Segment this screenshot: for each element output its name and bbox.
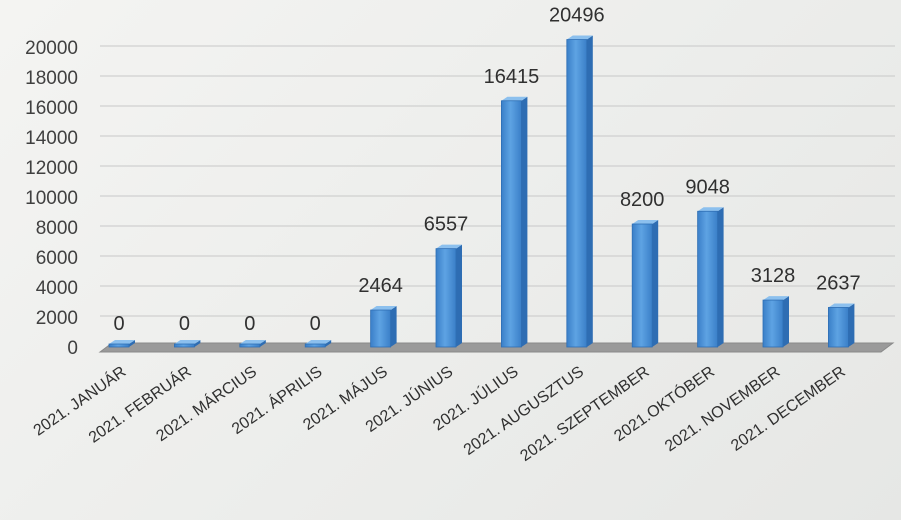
- bar-front: [697, 210, 718, 348]
- bar-side: [521, 96, 528, 348]
- x-category-label: 2021. NOVEMBER: [662, 363, 783, 455]
- bar: [435, 244, 462, 348]
- bar-front: [631, 223, 653, 348]
- bar-side: [129, 340, 135, 347]
- bar-top: [566, 35, 593, 40]
- bar-front: [239, 343, 261, 348]
- bar: [631, 220, 659, 348]
- y-tick-label: 14000: [25, 128, 78, 149]
- floor-plane: [98, 342, 895, 353]
- bar-front: [173, 343, 195, 348]
- bar-top: [501, 96, 528, 101]
- data-labels: 0 0 0 0 2464 6557 16415 20496 8200 9048 3128 2637: [113, 5, 860, 335]
- bar-front: [828, 307, 849, 348]
- bar-side: [848, 303, 855, 347]
- bar-top: [109, 340, 135, 344]
- bar: [697, 207, 724, 348]
- y-tick-label: 20000: [25, 38, 78, 59]
- y-tick-label: 18000: [25, 68, 78, 89]
- y-tick-label: 16000: [25, 98, 78, 119]
- data-label: 2464: [358, 275, 403, 297]
- bar-top: [763, 296, 789, 301]
- y-tick-label: 12000: [25, 158, 78, 179]
- bar: [370, 306, 397, 348]
- bar-front: [370, 309, 392, 348]
- bar-front: [566, 39, 588, 348]
- bar-top: [697, 207, 724, 212]
- bar-top: [632, 220, 659, 224]
- bar: [500, 96, 528, 348]
- data-label: 2637: [816, 272, 861, 294]
- bar-side: [717, 207, 724, 347]
- bar-side: [586, 35, 593, 348]
- bar: [828, 303, 855, 348]
- data-label: 16415: [484, 66, 540, 88]
- bar-top: [370, 306, 397, 311]
- y-tick-label: 4000: [36, 278, 78, 299]
- data-label: 8200: [620, 189, 665, 211]
- gridlines: [100, 45, 895, 317]
- bar-side: [325, 340, 332, 347]
- bar-side: [456, 244, 462, 347]
- data-label: 20496: [549, 5, 605, 27]
- bar-side: [652, 220, 659, 347]
- data-label: 6557: [424, 214, 469, 236]
- bar-side: [390, 306, 397, 347]
- data-label: 0: [113, 313, 124, 335]
- bar-front: [762, 299, 784, 348]
- data-label: 9048: [685, 176, 730, 198]
- bar-series: [108, 35, 855, 348]
- x-category-label: 2021. DECEMBER: [728, 363, 848, 454]
- bar-front: [304, 343, 326, 348]
- bar: [566, 35, 593, 348]
- bar-top: [174, 340, 201, 344]
- bar: [239, 340, 266, 348]
- data-label: 0: [244, 313, 255, 335]
- y-tick-label: 6000: [36, 248, 78, 269]
- bar-top: [305, 340, 332, 344]
- y-tick-label: 10000: [25, 188, 78, 209]
- data-label: 3128: [751, 265, 796, 287]
- bar-front: [435, 248, 457, 348]
- chart-floor: [98, 342, 895, 353]
- y-tick-label: 0: [67, 338, 78, 359]
- bar: [762, 296, 789, 348]
- bar-side: [783, 296, 789, 347]
- y-tick-label: 8000: [36, 218, 78, 239]
- data-label: 0: [179, 313, 190, 335]
- x-category-label: 2021. AUGUSZTUS: [461, 363, 587, 459]
- bar-side: [194, 340, 201, 347]
- y-tick-label: 2000: [36, 308, 78, 329]
- bar-top: [436, 244, 462, 249]
- bar: [108, 340, 135, 348]
- bar: [173, 340, 201, 348]
- data-label: 0: [310, 313, 321, 335]
- bar-front: [108, 343, 130, 348]
- bar: [304, 340, 332, 348]
- bar-side: [259, 340, 266, 347]
- bar-front: [500, 100, 522, 348]
- bar-top: [239, 340, 266, 344]
- y-axis: 0 2000 4000 6000 8000 10000 12000 14000 16000 180…: [25, 38, 78, 359]
- bar-top: [828, 303, 855, 308]
